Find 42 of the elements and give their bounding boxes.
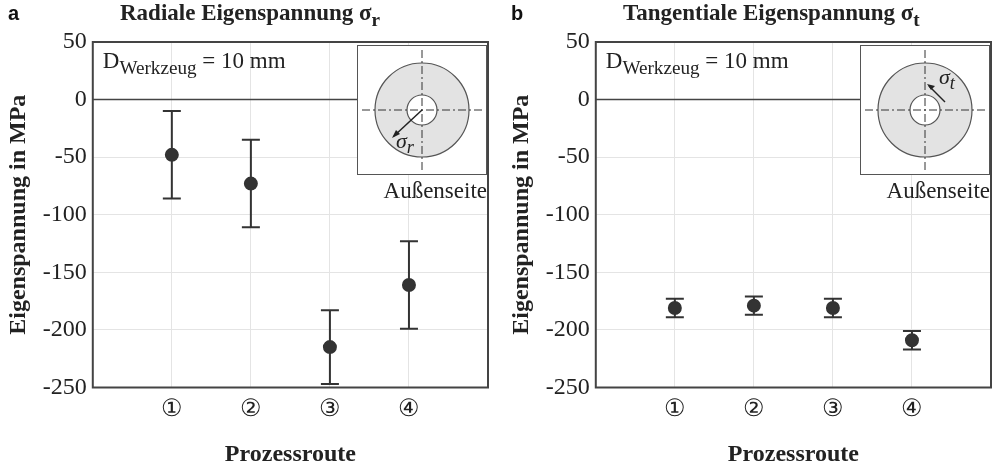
y-tick-label: -100 <box>42 200 87 226</box>
text: b <box>511 2 524 25</box>
annotation: Außenseite <box>383 178 487 204</box>
y-tick-label: -50 <box>54 142 87 169</box>
point <box>243 176 258 191</box>
y-tick-label: 50 <box>62 27 87 54</box>
x-tick-label: ① <box>663 395 686 422</box>
point <box>164 147 179 162</box>
y-axis-title: Eigenspannung in MPa <box>3 94 30 335</box>
y-tick-label: -250 <box>545 372 590 399</box>
x-tick-label: ② <box>239 395 262 422</box>
x-tick-label: ③ <box>318 395 341 422</box>
y-tick-label: -200 <box>545 315 590 342</box>
point <box>401 277 416 292</box>
annotation: σ$_{r}$ <box>396 128 414 159</box>
y-tick-label: -150 <box>42 257 87 284</box>
y-tick-label: -150 <box>545 257 590 284</box>
annotation: σ$_{t}$ <box>939 64 955 95</box>
chart-title: Radiale Eigenspannung σ$_{r}$ <box>120 0 381 31</box>
x-axis-title: Prozessroute <box>727 439 860 466</box>
annotation: Außenseite <box>886 178 990 204</box>
ring-diagram: σ$_{r}$ <box>357 45 487 175</box>
x-tick-label: ④ <box>900 395 923 422</box>
x-tick-label: ③ <box>821 395 844 422</box>
y-tick-label: 50 <box>565 27 590 54</box>
x-tick-label: ④ <box>397 395 420 422</box>
y-tick-label: -50 <box>557 142 590 169</box>
y-tick-label: 0 <box>74 84 87 111</box>
x-tick-label: ① <box>160 395 183 422</box>
x-axis-title: Prozessroute <box>224 439 357 466</box>
y-tick-label: -100 <box>545 200 590 226</box>
y-tick-label: 0 <box>577 84 590 111</box>
chart-title: Tangentiale Eigenspannung σ$_{t}$ <box>623 0 920 31</box>
point <box>322 340 337 355</box>
text: a <box>8 2 20 25</box>
x-tick-label: ② <box>742 395 765 422</box>
ring-diagram: σ$_{t}$ <box>860 45 990 175</box>
annotation: D$_{Werkzeug}$ = 10 mm <box>605 48 789 79</box>
annotation: D$_{Werkzeug}$ = 10 mm <box>102 48 286 79</box>
y-tick-label: -250 <box>42 372 87 399</box>
y-tick-label: -200 <box>42 315 87 342</box>
y-axis-title: Eigenspannung in MPa <box>506 94 533 335</box>
